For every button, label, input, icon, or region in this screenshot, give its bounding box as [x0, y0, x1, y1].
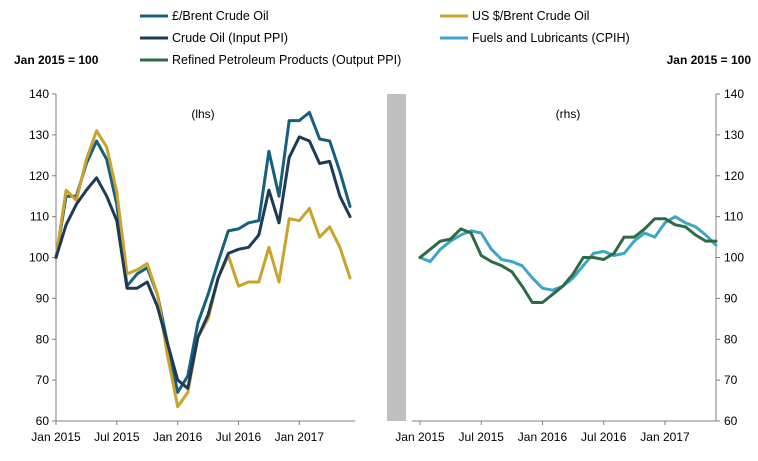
legend-label-us-brent-crude-oil: US $/Brent Crude Oil — [472, 9, 589, 23]
right-y-tick-label: 90 — [724, 291, 738, 305]
left-y-tick-label: 80 — [36, 332, 50, 346]
left-y-tick-label: 110 — [30, 210, 49, 224]
right-y-tick-label: 70 — [724, 373, 738, 387]
series-line-crude-oil-input-ppi — [54, 135, 352, 390]
right-y-tick-label: 110 — [724, 210, 743, 224]
legend-label-refined-petroleum-products-output-ppi: Refined Petroleum Products (Output PPI) — [172, 53, 401, 67]
legend-label-brent-crude-oil: £/Brent Crude Oil — [172, 9, 269, 23]
left-y-tick-label: 90 — [36, 291, 50, 305]
left-x-tick-label: Jan 2015 — [31, 430, 81, 444]
panel-divider — [387, 94, 406, 421]
right-y-tick-label: 140 — [724, 87, 744, 101]
left-y-tick-label: 100 — [29, 251, 49, 265]
legend-label-crude-oil-input-ppi: Crude Oil (Input PPI) — [172, 31, 288, 45]
right-x-tick-label: Jul 2016 — [581, 430, 627, 444]
right-x-tick-label: Jan 2015 — [395, 430, 445, 444]
series-line-refined-petroleum-products-output-ppi — [418, 217, 718, 304]
series-line-brent-crude-oil — [54, 110, 352, 394]
legend-label-fuels-and-lubricants-cpih: Fuels and Lubricants (CPIH) — [472, 31, 630, 45]
right-panel-label: (rhs) — [556, 107, 581, 121]
right-y-tick-label: 100 — [724, 251, 744, 265]
right-y-tick-label: 130 — [724, 128, 744, 142]
series-line-us-brent-crude-oil — [54, 129, 352, 409]
left-y-tick-label: 70 — [36, 373, 50, 387]
right-x-tick-label: Jul 2015 — [459, 430, 505, 444]
right-y-tick-label: 80 — [724, 332, 738, 346]
left-panel-label: (lhs) — [191, 107, 214, 121]
left-y-tick-label: 140 — [29, 87, 49, 101]
right-units-label: Jan 2015 = 100 — [667, 53, 752, 67]
right-x-tick-label: Jan 2016 — [518, 430, 568, 444]
left-x-tick-label: Jul 2015 — [94, 430, 140, 444]
left-x-tick-label: Jul 2016 — [216, 430, 262, 444]
left-units-label: Jan 2015 = 100 — [14, 53, 99, 67]
left-x-tick-label: Jan 2016 — [153, 430, 203, 444]
left-y-tick-label: 130 — [29, 128, 49, 142]
right-y-tick-label: 120 — [724, 169, 744, 183]
right-x-tick-label: Jan 2017 — [640, 430, 690, 444]
left-y-tick-label: 120 — [29, 169, 49, 183]
right-y-tick-label: 60 — [724, 414, 738, 428]
left-y-tick-label: 60 — [36, 414, 50, 428]
left-x-tick-label: Jan 2017 — [275, 430, 325, 444]
